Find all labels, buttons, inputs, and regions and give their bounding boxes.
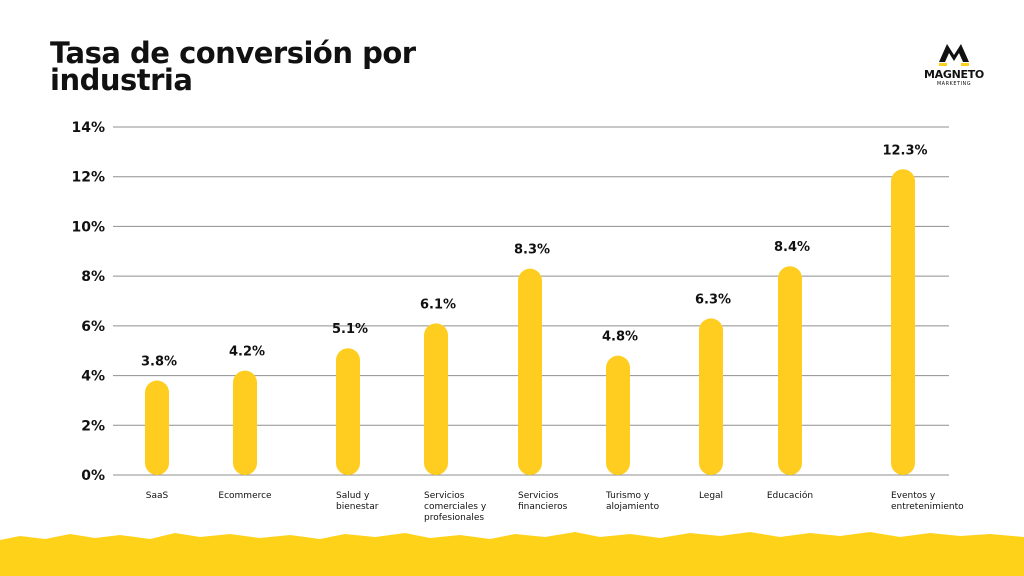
x-category-label: Servicios comerciales y profesionales xyxy=(424,491,487,523)
data-label: 6.3% xyxy=(695,292,731,307)
chart-title: Tasa de conversión por industria xyxy=(50,36,416,97)
y-tick-label: 10% xyxy=(71,219,105,235)
x-category-label: Servicios financieros xyxy=(518,491,568,512)
y-tick-label: 6% xyxy=(81,319,105,335)
x-category-label: Turismo y alojamiento xyxy=(605,491,660,512)
x-category-label: Legal xyxy=(699,491,723,501)
x-category-label-line: financieros xyxy=(518,502,568,512)
x-category-label-line: comerciales y xyxy=(424,502,487,512)
data-label: 4.2% xyxy=(229,345,265,360)
x-category-label-line: Eventos y xyxy=(891,491,936,501)
y-tick-label: 8% xyxy=(81,269,105,285)
x-category-label-line: Salud y xyxy=(336,491,370,501)
brand-logo: MAGNETO MARKETING xyxy=(914,42,994,94)
x-category-label: SaaS xyxy=(146,491,169,501)
x-category-label-line: alojamiento xyxy=(606,502,660,512)
y-tick-label: 0% xyxy=(81,468,105,484)
footer-wave xyxy=(0,532,1024,576)
bar xyxy=(424,323,448,475)
x-category-label-line: entretenimiento xyxy=(891,502,964,512)
x-category-label-line: Servicios xyxy=(518,491,559,501)
magneto-m-icon xyxy=(939,44,969,66)
y-tick-label: 2% xyxy=(81,418,105,434)
data-label: 5.1% xyxy=(332,322,368,337)
data-label: 3.8% xyxy=(141,355,177,370)
x-category-label-line: Educación xyxy=(767,490,813,501)
x-category-label-line: bienestar xyxy=(336,502,379,512)
bar xyxy=(518,268,542,475)
data-label: 12.3% xyxy=(882,143,927,158)
y-tick-label: 14% xyxy=(71,120,105,136)
bar xyxy=(233,370,257,475)
logo-name: MAGNETO xyxy=(924,68,984,81)
bar xyxy=(336,348,360,475)
data-label: 8.4% xyxy=(774,240,810,255)
x-category-label: Salud y bienestar xyxy=(336,491,379,512)
data-label: 6.1% xyxy=(420,297,456,312)
bar xyxy=(699,318,723,475)
x-category-label-line: Legal xyxy=(699,491,723,501)
x-category-label-line: SaaS xyxy=(146,491,169,501)
bar xyxy=(778,266,802,475)
y-tick-label: 4% xyxy=(81,369,105,385)
bar xyxy=(145,380,169,475)
x-category-label-line: Servicios xyxy=(424,491,465,501)
bar xyxy=(891,169,915,475)
x-category-label: Ecommerce xyxy=(218,491,272,501)
bar xyxy=(606,355,630,475)
data-label: 8.3% xyxy=(514,243,550,258)
x-category-label-line: profesionales xyxy=(424,513,484,523)
data-label: 4.8% xyxy=(602,330,638,345)
x-category-label: Educación xyxy=(767,490,813,501)
x-category-label: Eventos y entretenimiento xyxy=(891,491,964,512)
x-category-label-line: Turismo y xyxy=(605,491,650,501)
x-category-label-line: Ecommerce xyxy=(218,491,272,501)
y-tick-label: 12% xyxy=(71,170,105,186)
logo-subtitle: MARKETING xyxy=(936,81,972,87)
